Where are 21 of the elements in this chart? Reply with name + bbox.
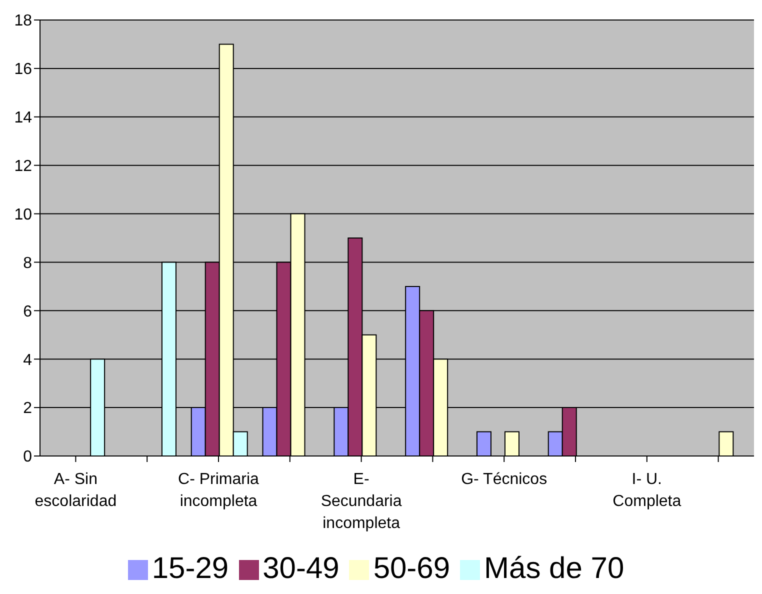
bar	[504, 431, 520, 456]
y-tick-label: 8	[23, 254, 32, 272]
x-tick-label: A- Sin escolaridad	[34, 471, 117, 510]
legend-label: 15-29	[152, 552, 229, 585]
legend-label: 50-69	[373, 552, 450, 585]
bar	[476, 431, 492, 456]
x-tick-label: I- U. Completa	[612, 471, 682, 510]
x-tick-label: E- Secundaria incompleta	[320, 471, 402, 532]
x-tick-label: G- Técnicos	[461, 471, 548, 488]
y-tick-label: 0	[23, 448, 32, 466]
x-tick-label: C- Primaria incompleta	[178, 471, 260, 510]
y-tick-label: 6	[23, 303, 32, 320]
y-tick-label: 4	[23, 352, 32, 369]
y-tick-label: 16	[14, 61, 32, 78]
legend-label: 30-49	[262, 552, 340, 585]
y-tick-label: 18	[14, 12, 32, 30]
y-tick-label: 10	[14, 206, 32, 224]
y-tick-label: 2	[23, 400, 32, 418]
y-tick-label: 14	[14, 110, 32, 127]
legend-label: Más de 70	[484, 552, 624, 585]
y-tick-label: 12	[14, 158, 32, 176]
